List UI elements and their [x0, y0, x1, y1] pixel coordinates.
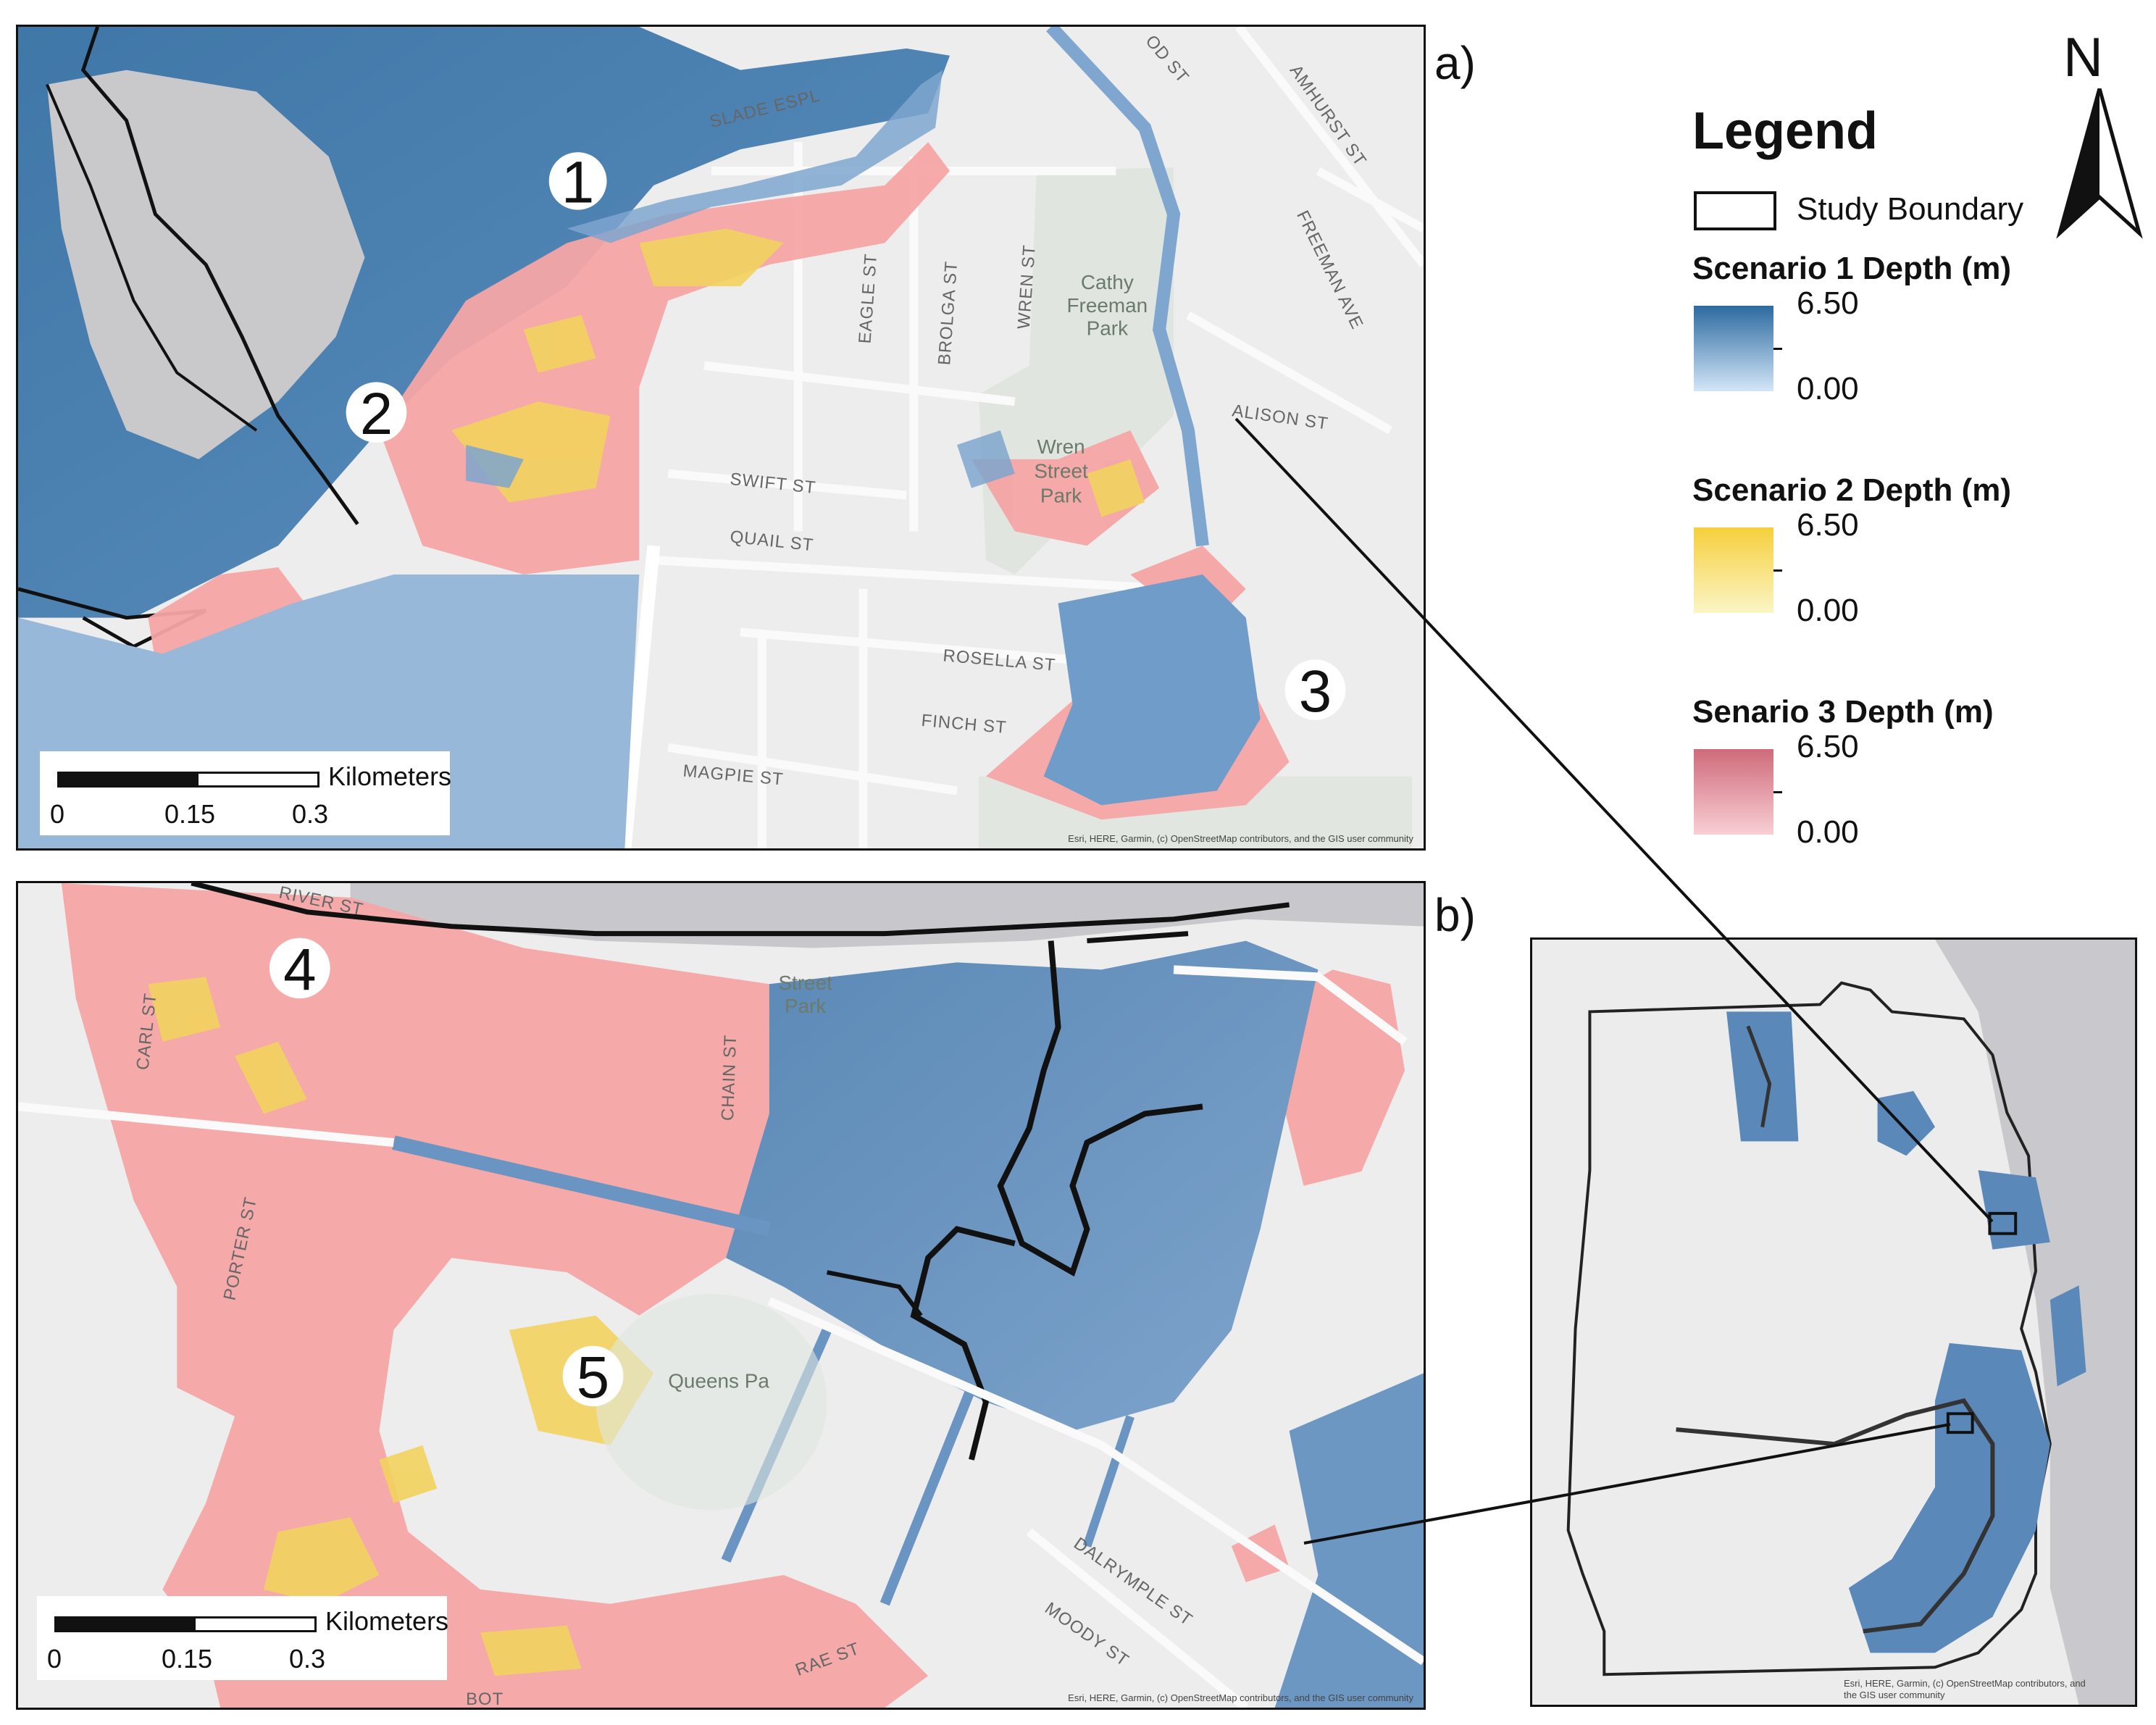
park-label: Freeman	[1067, 294, 1148, 317]
park-label: Cathy	[1081, 271, 1134, 293]
scale-tick: 0.3	[292, 799, 329, 829]
scenario-3-label: Senario 3 Depth (m)	[1692, 694, 1994, 730]
scale-bar: Kilometers 0 0.15 0.3	[37, 1596, 449, 1680]
map-panel-b: 4 5 CHAIN ST PORTER ST DALRYMPLE ST MOOD…	[16, 881, 1426, 1710]
panel-label-a: a)	[1434, 37, 1476, 89]
park-label: Park	[1040, 485, 1082, 507]
legend-title: Legend	[1692, 102, 1879, 160]
panel-a-extent-box	[1988, 1211, 2018, 1235]
overview-credit-line-1: Esri, HERE, Garmin, (c) OpenStreetMap co…	[1844, 1678, 2086, 1689]
scale-unit: Kilometers	[325, 1606, 449, 1636]
overview-map: Esri, HERE, Garmin, (c) OpenStreetMap co…	[1530, 937, 2137, 1707]
park-label: Queens Pa	[668, 1369, 769, 1392]
scenario-2-max: 6.50	[1797, 507, 1859, 543]
map-credit: Esri, HERE, Garmin, (c) OpenStreetMap co…	[1068, 833, 1413, 844]
scale-bar: Kilometers 0 0.15 0.3	[40, 751, 452, 835]
park-label: Street	[1034, 460, 1088, 483]
scale-unit: Kilometers	[328, 761, 452, 791]
scenario-2-min: 0.00	[1797, 593, 1859, 628]
scenario-3-min: 0.00	[1797, 814, 1859, 850]
scale-tick: 0.15	[164, 799, 216, 829]
scale-bar-black-segment	[54, 1616, 195, 1632]
study-boundary-swatch	[1694, 191, 1776, 230]
scale-tick: 0.3	[289, 1644, 326, 1674]
scale-bar-black-segment	[57, 772, 198, 788]
scenario-2-label: Scenario 2 Depth (m)	[1692, 472, 2012, 508]
scenario-3-color-ramp	[1694, 749, 1773, 835]
park-label: Park	[1087, 317, 1128, 340]
overview-credit-line-2: the GIS user community	[1844, 1690, 1945, 1700]
park-label: Park	[785, 995, 826, 1017]
site-label-2: 2	[360, 381, 393, 447]
study-boundary-label: Study Boundary	[1797, 191, 2024, 227]
scale-bar-white-segment	[193, 1616, 317, 1632]
scenario-1-color-ramp	[1694, 306, 1773, 391]
ramp-tick	[1773, 569, 1782, 572]
scenario-1-max: 6.50	[1797, 285, 1859, 321]
panel-label-b: b)	[1434, 889, 1476, 941]
map-a-graphic: 1 2 3 SLADE ESPL EAGLE ST BROLGA ST WREN…	[18, 27, 1424, 848]
scenario-1-label: Scenario 1 Depth (m)	[1692, 251, 2012, 286]
map-panel-a: 1 2 3 SLADE ESPL EAGLE ST BROLGA ST WREN…	[16, 25, 1426, 851]
scale-tick: 0.15	[162, 1644, 213, 1674]
map-credit: Esri, HERE, Garmin, (c) OpenStreetMap co…	[1068, 1692, 1413, 1703]
map-b-graphic: 4 5 CHAIN ST PORTER ST DALRYMPLE ST MOOD…	[18, 883, 1424, 1708]
ramp-tick	[1773, 791, 1782, 793]
scenario-3-max: 6.50	[1797, 729, 1859, 764]
park-label: Street	[778, 972, 832, 994]
north-arrow-icon	[2056, 88, 2143, 239]
park-label: Wren	[1037, 435, 1085, 458]
scale-tick: 0	[50, 799, 65, 829]
scale-tick: 0	[47, 1644, 62, 1674]
site-label-5: 5	[577, 1345, 609, 1411]
scenario-1-min: 0.00	[1797, 371, 1859, 406]
overview-map-graphic	[1532, 940, 2135, 1705]
scenario-2-color-ramp	[1694, 527, 1773, 613]
street-label: CHAIN ST	[718, 1034, 740, 1121]
street-label: BOT	[466, 1690, 504, 1708]
site-label-1: 1	[561, 150, 594, 216]
site-label-3: 3	[1299, 659, 1332, 724]
north-letter: N	[2063, 27, 2103, 88]
scale-bar-white-segment	[196, 772, 319, 788]
ramp-tick	[1773, 348, 1782, 350]
site-label-4: 4	[283, 937, 316, 1003]
